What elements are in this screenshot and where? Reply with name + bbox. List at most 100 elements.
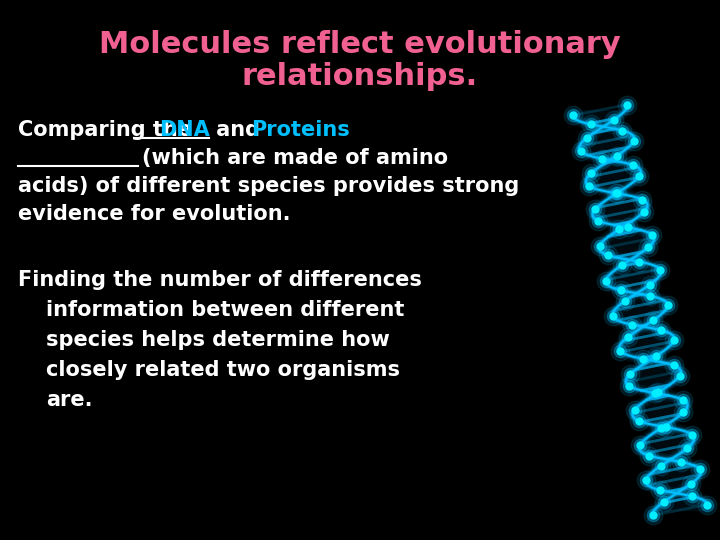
Point (582, 133, 593, 142)
Point (644, 292, 656, 300)
Point (654, 266, 666, 274)
Point (702, 500, 714, 509)
Point (655, 326, 667, 335)
Point (685, 480, 697, 488)
Point (639, 207, 650, 216)
Point (634, 417, 645, 426)
Point (594, 241, 606, 250)
Point (608, 116, 620, 124)
Point (661, 423, 672, 431)
Point (694, 465, 706, 474)
Point (611, 151, 623, 160)
Point (668, 336, 680, 345)
Point (644, 280, 656, 289)
Point (611, 189, 622, 198)
Point (616, 286, 627, 295)
Point (682, 444, 693, 453)
Point (694, 465, 706, 474)
Point (638, 355, 649, 363)
Point (634, 172, 645, 180)
Point (626, 320, 638, 329)
Point (596, 154, 608, 163)
Point (611, 189, 623, 198)
Point (634, 258, 645, 266)
Point (649, 389, 661, 397)
Point (634, 441, 646, 449)
Point (611, 189, 622, 198)
Point (634, 417, 645, 426)
Point (600, 276, 611, 285)
Point (634, 172, 645, 180)
Point (650, 352, 662, 361)
Point (652, 388, 664, 397)
Point (650, 352, 662, 361)
Point (583, 182, 595, 191)
Point (629, 405, 641, 414)
Point (603, 251, 614, 260)
Point (628, 137, 639, 145)
Text: DNA: DNA (159, 120, 210, 140)
Point (642, 243, 654, 252)
Point (585, 120, 597, 129)
Point (613, 225, 625, 233)
Text: (which are made of amino: (which are made of amino (142, 148, 448, 168)
Point (613, 225, 625, 233)
Point (596, 154, 608, 163)
Point (575, 147, 587, 156)
Point (600, 276, 611, 285)
Point (613, 225, 625, 233)
Point (686, 492, 698, 501)
Point (593, 217, 604, 225)
Point (702, 500, 714, 509)
Point (644, 292, 656, 300)
Point (585, 169, 597, 178)
Text: evidence for evolution.: evidence for evolution. (18, 204, 290, 224)
Point (611, 151, 623, 160)
Point (616, 286, 627, 295)
Point (603, 251, 614, 260)
Point (642, 243, 654, 252)
Point (644, 451, 655, 460)
Point (654, 486, 665, 495)
Point (585, 120, 597, 129)
Point (622, 223, 634, 232)
Point (623, 381, 634, 390)
Point (636, 195, 648, 204)
Point (616, 126, 628, 135)
Point (639, 207, 650, 216)
Point (644, 292, 656, 300)
Point (702, 500, 714, 509)
Point (622, 333, 634, 341)
Point (614, 347, 626, 355)
Point (649, 389, 661, 397)
Point (611, 189, 623, 198)
Point (661, 423, 672, 431)
Point (647, 231, 658, 239)
Point (675, 457, 686, 466)
Point (594, 241, 606, 250)
Point (634, 441, 646, 449)
Text: Proteins: Proteins (251, 120, 349, 140)
Point (675, 457, 686, 466)
Point (640, 476, 652, 484)
Point (655, 462, 667, 470)
Point (639, 207, 650, 216)
Point (624, 370, 636, 379)
Point (654, 486, 665, 495)
Point (634, 258, 645, 266)
Point (685, 480, 697, 488)
Point (614, 347, 626, 355)
Point (686, 492, 698, 501)
Point (614, 347, 626, 355)
Point (611, 189, 622, 198)
Point (616, 261, 628, 269)
Point (621, 100, 633, 109)
Point (644, 280, 656, 289)
Text: closely related two organisms: closely related two organisms (46, 360, 400, 380)
Point (655, 424, 667, 433)
Point (567, 111, 578, 120)
Point (647, 511, 658, 520)
Point (629, 405, 641, 414)
Point (638, 355, 649, 363)
Point (590, 205, 601, 213)
